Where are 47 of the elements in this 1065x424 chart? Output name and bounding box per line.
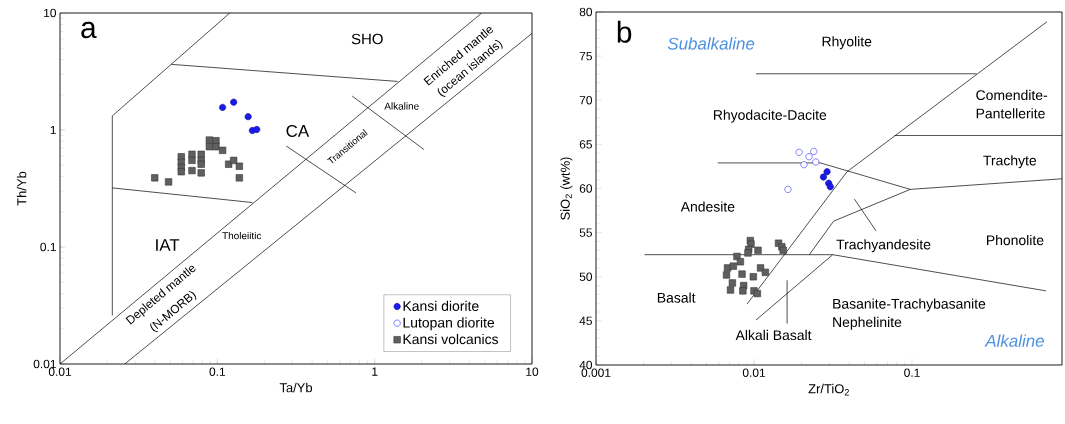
annotation: Pantellerite <box>976 108 1045 119</box>
annotation: Alkaline <box>384 102 419 110</box>
annotation: SHO <box>351 33 383 45</box>
y-tick-label: 80 <box>579 7 593 17</box>
y-tick-label: 75 <box>579 51 592 61</box>
annotation: Trachyte <box>983 155 1037 169</box>
annotation: IAT <box>156 239 180 251</box>
annotation: Comendite- <box>976 89 1048 101</box>
y-tick-label: 1 <box>50 125 56 135</box>
annotation: Alkali Basalt <box>735 329 812 341</box>
legend-label: Lutopan diorite <box>403 317 495 331</box>
annotation: Alkaline <box>984 334 1044 347</box>
y-tick-label: 45 <box>579 316 592 326</box>
annotation: Nephelinite <box>833 316 902 330</box>
y-tick-label: 0.1 <box>40 242 56 252</box>
annotation: Phonolite <box>987 234 1044 246</box>
y-tick-label: 40 <box>579 360 593 370</box>
annotation: Basanite-Trachybasanite <box>833 298 986 312</box>
y-tick-label: 50 <box>579 272 593 281</box>
y-tick-label: 55 <box>579 228 592 237</box>
y-axis-title: SiO$_{2}$ (wt%) <box>560 157 573 220</box>
legend-label: Kansi diorite <box>403 300 479 311</box>
y-tick-label: 70 <box>579 96 593 105</box>
annotation: CA <box>286 124 310 137</box>
x-tick-label: 0.1 <box>209 367 226 376</box>
annotation: Tholeiitic <box>222 231 262 240</box>
y-tick-label: 65 <box>579 140 592 149</box>
x-tick-label: 0.1 <box>904 368 920 377</box>
x-axis-title: Ta/Yb <box>279 382 313 393</box>
chart-title: a <box>81 21 97 39</box>
annotation: Trachyandesite <box>836 239 931 253</box>
annotation: Rhyodacite-Dacite <box>713 109 827 123</box>
chart-title: b <box>617 20 632 43</box>
annotation: Basalt <box>657 292 696 303</box>
x-tick-label: 1 <box>372 367 378 376</box>
x-axis-title: Zr/TiO$_{2}$ <box>808 383 849 396</box>
annotation: Andesite <box>680 201 735 212</box>
y-tick-label: 60 <box>579 184 593 193</box>
y-tick-label: 0.01 <box>33 359 56 369</box>
legend-label: Kansi volcanics <box>403 333 499 345</box>
annotation: Subalkaline <box>667 37 755 50</box>
y-axis-title: Th/Yb <box>16 171 27 206</box>
x-tick-label: 0.01 <box>742 368 766 377</box>
x-tick-label: 0.001 <box>581 368 611 377</box>
y-tick-label: 10 <box>44 8 57 18</box>
x-tick-label: 10 <box>526 367 539 376</box>
annotation: Rhyolite <box>822 36 872 50</box>
